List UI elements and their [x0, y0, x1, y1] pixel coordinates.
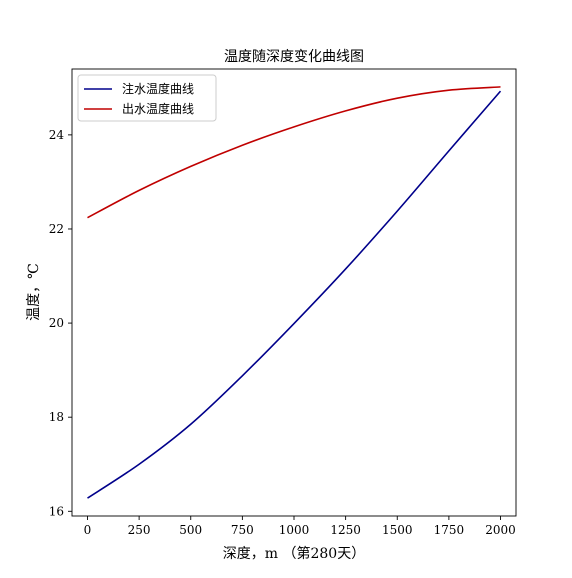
y-tick-label: 20 [49, 316, 64, 330]
x-tick-label: 1500 [382, 523, 413, 537]
legend-label-2: 出水温度曲线 [122, 101, 194, 116]
x-tick-label: 1000 [279, 523, 310, 537]
plot-area: 0 250 500 750 1000 1250 1500 1750 2000 16 18 20 22 24 [49, 68, 517, 537]
x-tick-label: 1250 [330, 523, 361, 537]
series-line-2 [87, 86, 501, 219]
x-tick-label: 250 [128, 523, 151, 537]
legend-label-1: 注水温度曲线 [122, 81, 194, 96]
x-tick-label: 2000 [485, 523, 516, 537]
chart-title: 温度随深度变化曲线图 [224, 49, 364, 65]
y-axis-label: 温度，℃ [26, 263, 42, 321]
series-line-1 [87, 90, 502, 499]
x-axis-label: 深度，m （第280天） [223, 545, 365, 562]
y-tick-label: 24 [49, 128, 65, 142]
x-tick-label: 500 [179, 523, 202, 537]
x-tick-label: 750 [231, 523, 254, 537]
legend-box [77, 74, 217, 122]
y-tick-label: 18 [49, 410, 64, 424]
x-tick-label: 0 [84, 523, 92, 537]
plot-frame [71, 68, 517, 517]
y-tick-label: 16 [49, 504, 64, 518]
y-tick-label: 22 [49, 222, 64, 236]
x-tick-label: 1750 [434, 523, 465, 537]
